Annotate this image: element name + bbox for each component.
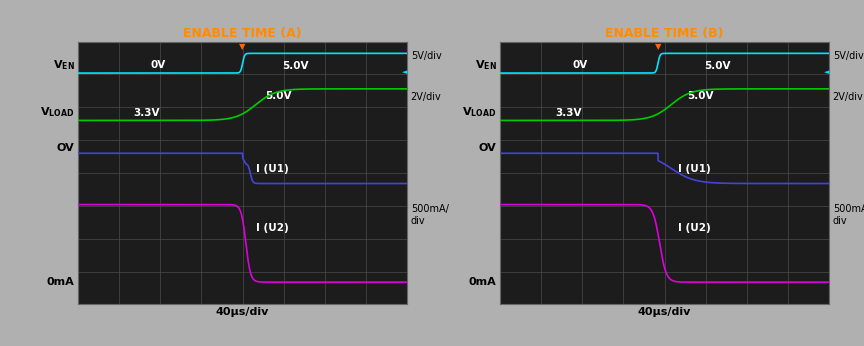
Text: 5V/div: 5V/div — [833, 51, 863, 61]
Text: I (U1): I (U1) — [677, 164, 710, 174]
Text: 5.0V: 5.0V — [265, 91, 292, 101]
Text: 5.0V: 5.0V — [283, 61, 308, 71]
Title: ENABLE TIME (A): ENABLE TIME (A) — [183, 27, 302, 40]
Text: $\mathbf{V_{EN}}$: $\mathbf{V_{EN}}$ — [474, 58, 497, 72]
Text: 0V: 0V — [572, 61, 588, 71]
Text: ◄: ◄ — [824, 69, 829, 75]
Text: OV: OV — [479, 143, 497, 153]
Text: 500mA/
div: 500mA/ div — [410, 204, 448, 226]
Text: 500mA/
div: 500mA/ div — [833, 204, 864, 226]
Text: 0mA: 0mA — [47, 277, 74, 287]
Text: 0mA: 0mA — [468, 277, 497, 287]
Text: 2V/div: 2V/div — [833, 92, 863, 102]
X-axis label: 40μs/div: 40μs/div — [638, 307, 691, 317]
Text: $\mathbf{V_{LOAD}}$: $\mathbf{V_{LOAD}}$ — [40, 106, 74, 119]
Text: 2V/div: 2V/div — [410, 92, 442, 102]
Text: 5.0V: 5.0V — [688, 91, 715, 101]
Text: I (U1): I (U1) — [256, 164, 289, 174]
Text: ▼: ▼ — [655, 42, 661, 51]
Text: 3.3V: 3.3V — [556, 108, 582, 118]
X-axis label: 40μs/div: 40μs/div — [216, 307, 270, 317]
Text: 5V/div: 5V/div — [410, 51, 442, 61]
Text: ◄: ◄ — [402, 69, 408, 75]
Text: I (U2): I (U2) — [677, 223, 710, 233]
Text: 0V: 0V — [150, 61, 166, 71]
Text: ▼: ▼ — [239, 42, 246, 51]
Text: $\mathbf{V_{EN}}$: $\mathbf{V_{EN}}$ — [53, 58, 74, 72]
Text: OV: OV — [57, 143, 74, 153]
Text: 3.3V: 3.3V — [134, 108, 161, 118]
Title: ENABLE TIME (B): ENABLE TIME (B) — [606, 27, 724, 40]
Text: 5.0V: 5.0V — [704, 61, 731, 71]
Text: I (U2): I (U2) — [256, 223, 289, 233]
Text: $\mathbf{V_{LOAD}}$: $\mathbf{V_{LOAD}}$ — [462, 106, 497, 119]
